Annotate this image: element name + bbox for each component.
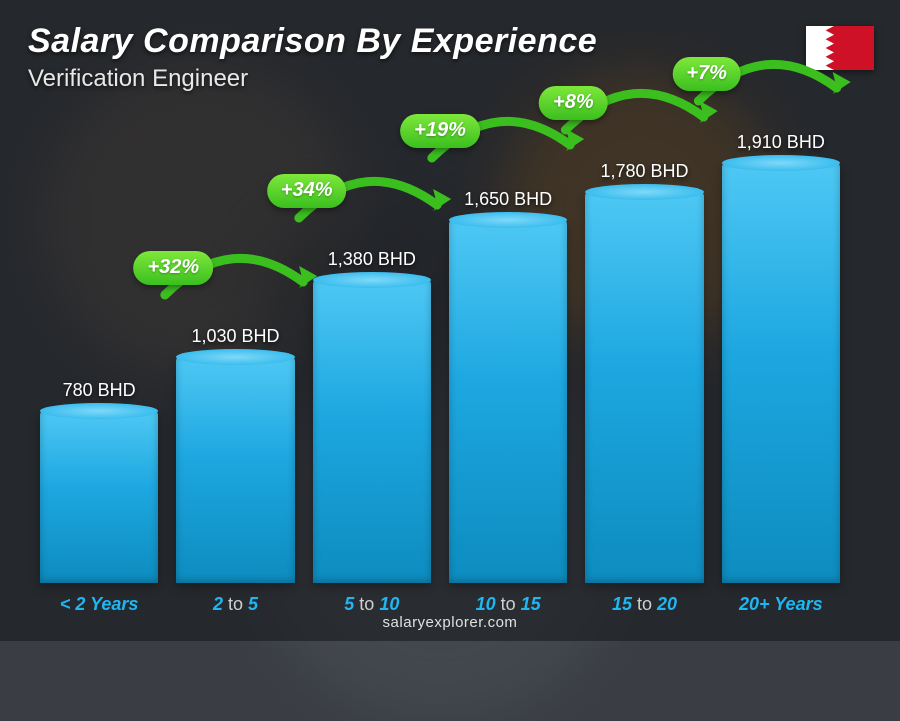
- country-flag-bahrain-icon: [806, 26, 874, 70]
- bar-column: 1,780 BHD15 to 20: [585, 161, 703, 583]
- increase-badge: +34%: [267, 174, 347, 208]
- bar-chart: 780 BHD< 2 Years1,030 BHD2 to 51,380 BHD…: [40, 113, 840, 583]
- chart-subtitle: Verification Engineer: [28, 65, 597, 93]
- bar-value-label: 780 BHD: [63, 380, 136, 401]
- bar-column: 1,650 BHD10 to 15: [449, 189, 567, 583]
- bar-category-label: 20+ Years: [722, 594, 840, 615]
- increase-arrow-icon: [290, 160, 457, 230]
- increase-arrow-icon: [157, 237, 324, 307]
- bar: [449, 220, 567, 583]
- bar-category-label: < 2 Years: [40, 594, 158, 615]
- increase-badge: +32%: [133, 251, 213, 285]
- bar: [176, 357, 294, 583]
- bar-value-label: 1,650 BHD: [464, 189, 552, 210]
- source-attribution: salaryexplorer.com: [0, 614, 900, 631]
- bar-value-label: 1,030 BHD: [191, 326, 279, 347]
- bar-value-label: 1,780 BHD: [600, 161, 688, 182]
- bar-column: 1,910 BHD20+ Years: [722, 132, 840, 583]
- flag-serration: [806, 26, 834, 70]
- bar-value-label: 1,910 BHD: [737, 132, 825, 153]
- bar-column: 1,030 BHD2 to 5: [176, 326, 294, 583]
- bar-category-label: 5 to 10: [313, 594, 431, 615]
- bar-category-label: 2 to 5: [176, 594, 294, 615]
- bar: [40, 411, 158, 583]
- bar: [585, 192, 703, 583]
- chart-title: Salary Comparison By Experience: [28, 22, 597, 61]
- bar-column: 780 BHD< 2 Years: [40, 380, 158, 583]
- increase-percent-label: +32%: [133, 251, 213, 285]
- increase-percent-label: +34%: [267, 174, 347, 208]
- header: Salary Comparison By Experience Verifica…: [28, 22, 597, 93]
- bar-column: 1,380 BHD5 to 10: [313, 249, 431, 583]
- bar-category-label: 15 to 20: [585, 594, 703, 615]
- increase-percent-label: +19%: [400, 114, 480, 148]
- bar-category-label: 10 to 15: [449, 594, 567, 615]
- bar: [722, 163, 840, 583]
- increase-badge: +19%: [400, 114, 480, 148]
- bar-value-label: 1,380 BHD: [328, 249, 416, 270]
- bar: [313, 280, 431, 583]
